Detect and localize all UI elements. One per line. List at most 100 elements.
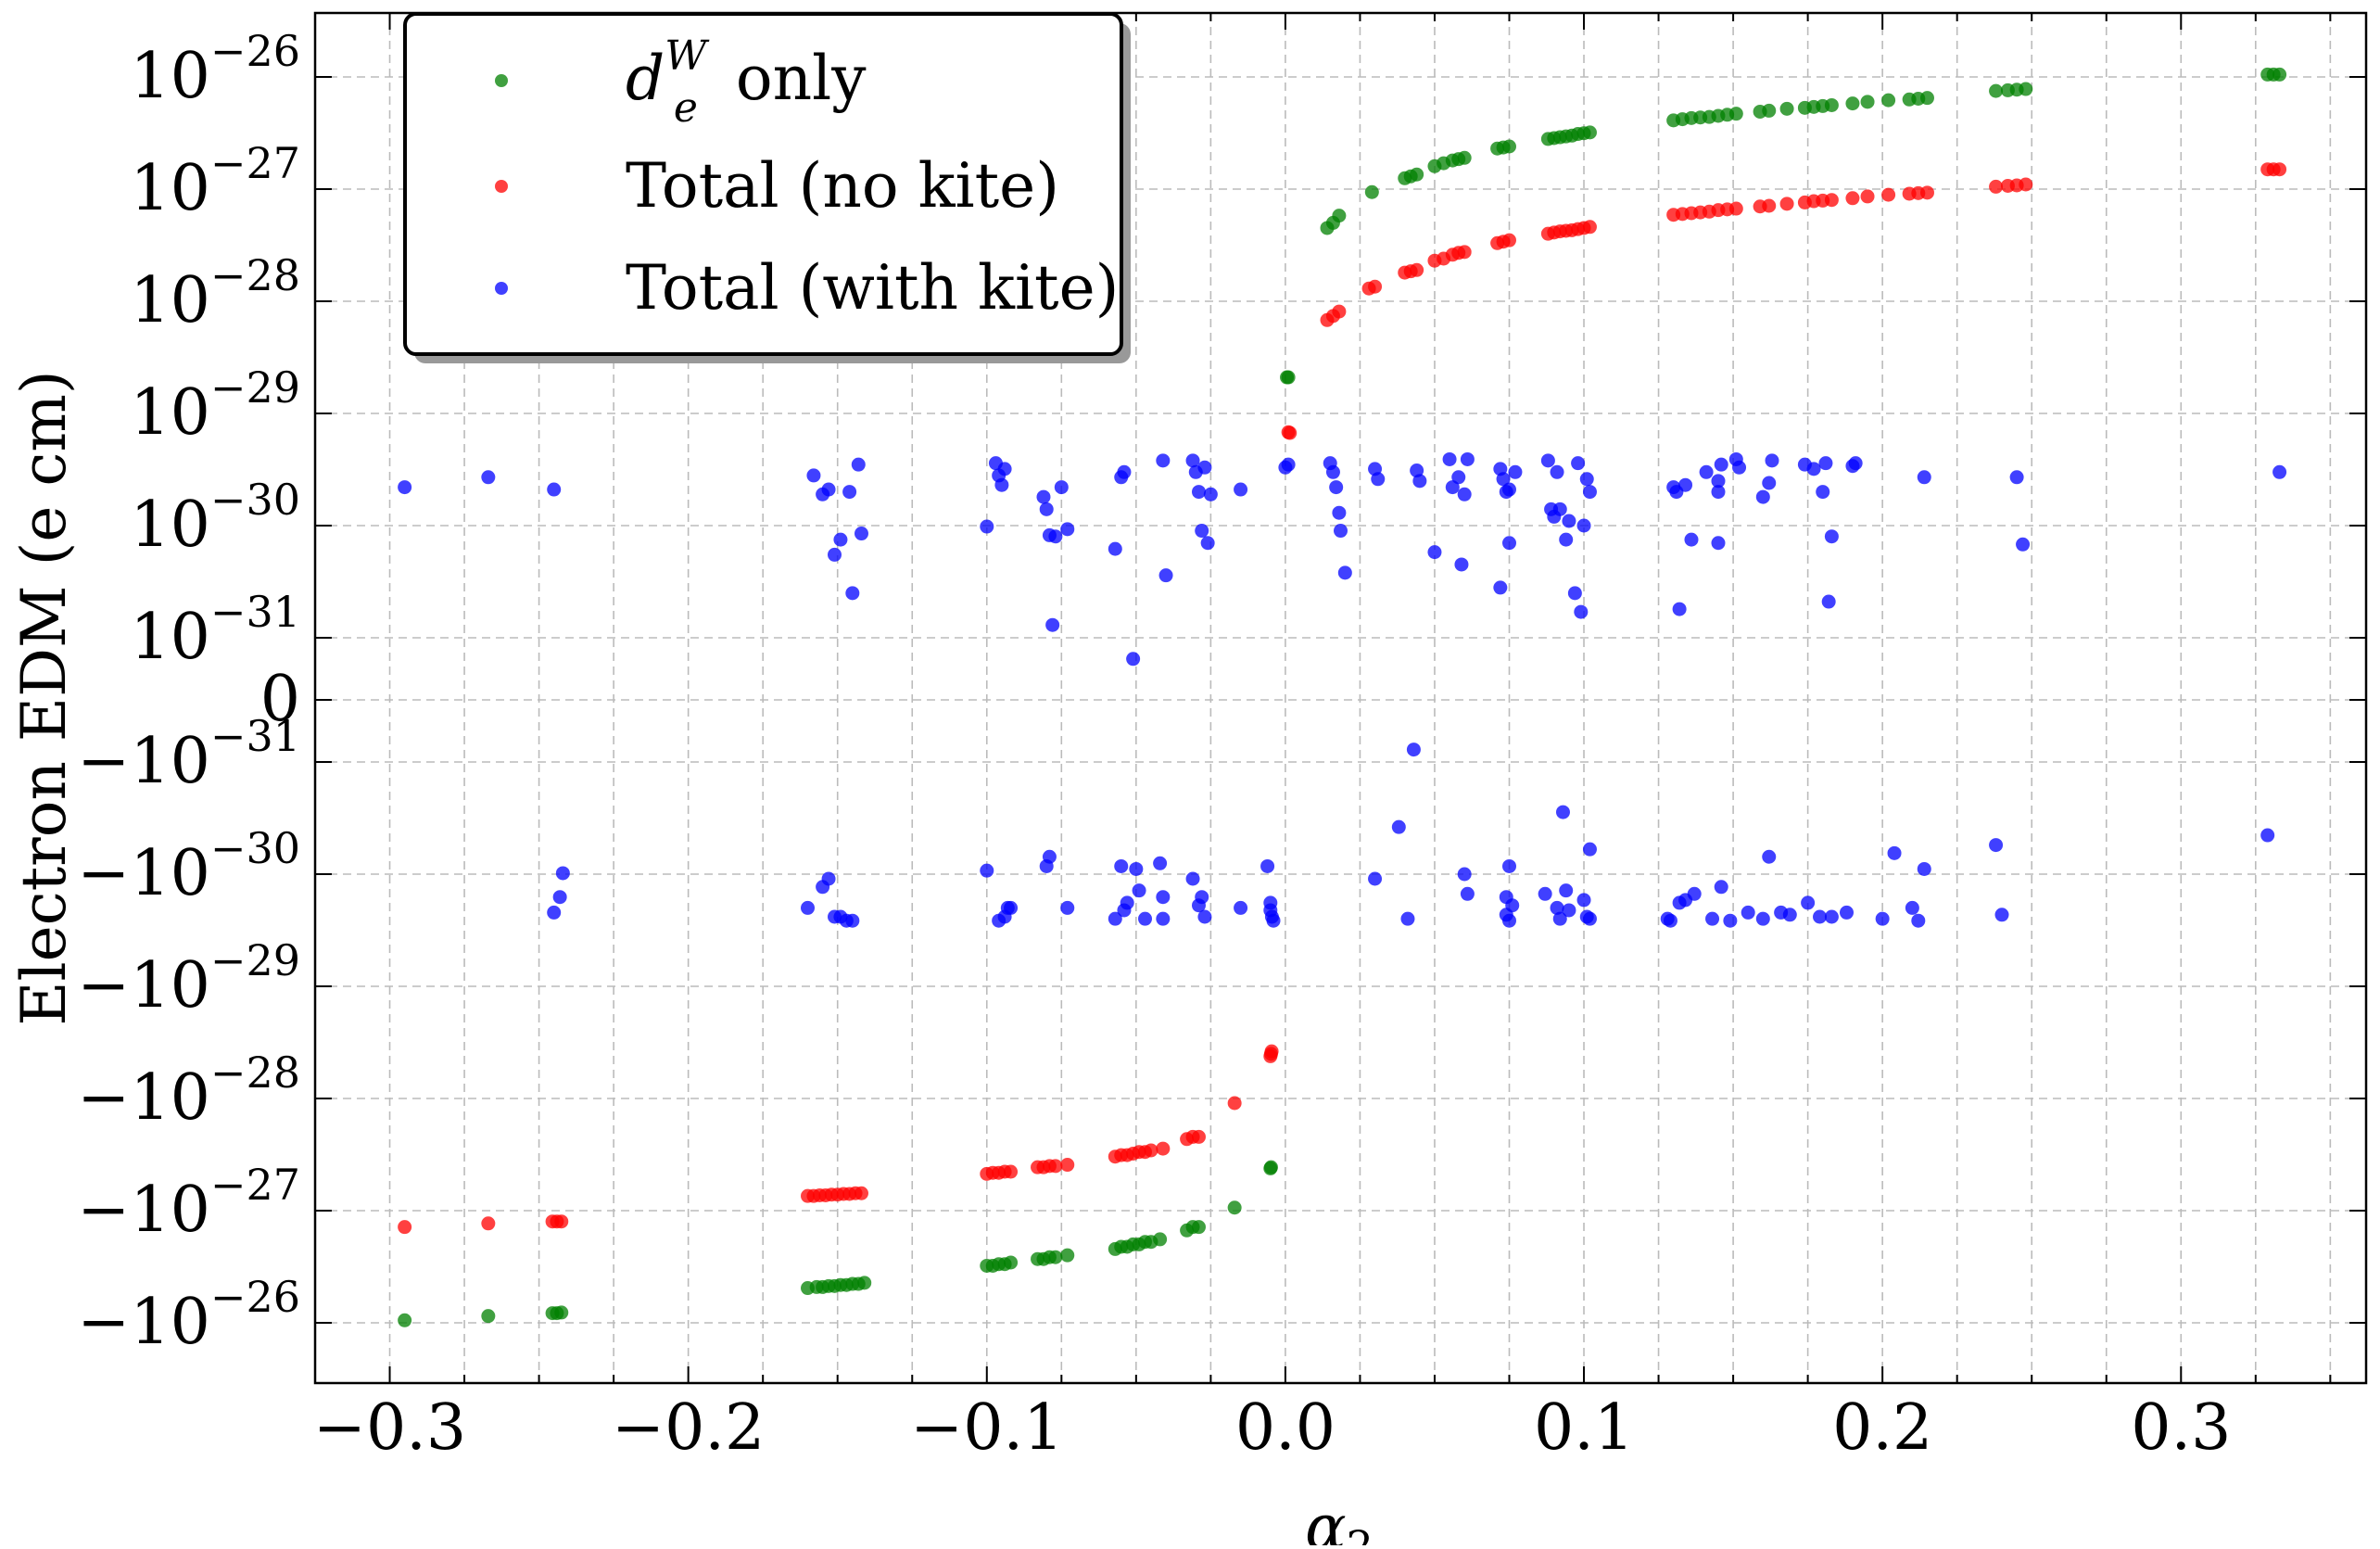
data-point-series-2 [1281, 457, 1296, 472]
data-point-series-1 [1060, 1158, 1075, 1173]
y-tick-label-exponent: −30 [210, 823, 300, 873]
data-point-series-2 [854, 527, 868, 541]
data-point-series-2 [1460, 451, 1475, 466]
data-point-series-2 [1502, 858, 1517, 873]
legend-marker-with-kite [495, 282, 508, 295]
data-point-series-2 [1699, 464, 1714, 479]
data-point-series-2 [1552, 502, 1567, 516]
data-point-series-1 [1410, 262, 1424, 277]
data-point-series-0 [1845, 96, 1860, 111]
data-point-series-2 [1571, 456, 1586, 471]
data-point-series-2 [1801, 895, 1816, 910]
data-point-series-2 [1045, 617, 1060, 632]
data-point-series-2 [1200, 536, 1215, 551]
x-axis-title-sub: 2 [1347, 1521, 1374, 1545]
data-point-series-1 [854, 1186, 868, 1200]
data-point-series-2 [1410, 463, 1424, 478]
data-point-series-2 [801, 900, 816, 915]
data-point-series-2 [1821, 594, 1836, 609]
y-tick-label-exponent: −28 [210, 1047, 300, 1098]
data-point-series-2 [1582, 911, 1597, 926]
data-point-series-2 [1442, 451, 1457, 466]
data-point-series-0 [1048, 1250, 1063, 1264]
legend-box [403, 12, 1123, 356]
data-point-series-2 [1406, 743, 1421, 757]
data-point-series-2 [1502, 482, 1517, 497]
data-point-series-2 [1158, 568, 1173, 583]
data-point-series-2 [1197, 909, 1212, 924]
data-point-series-2 [1368, 871, 1383, 886]
data-point-series-2 [1108, 911, 1122, 926]
data-point-series-2 [1806, 462, 1821, 476]
data-point-series-2 [1234, 900, 1248, 915]
data-point-series-2 [1039, 502, 1054, 516]
data-point-series-2 [1782, 908, 1797, 922]
data-point-series-2 [1711, 485, 1726, 500]
data-point-series-1 [1191, 1129, 1206, 1144]
data-point-series-2 [1138, 911, 1153, 926]
y-tick-label: 0 [260, 663, 300, 736]
data-points [398, 67, 2287, 1327]
data-point-series-2 [1457, 867, 1472, 882]
data-point-series-2 [1156, 453, 1171, 468]
data-point-series-2 [997, 462, 1012, 476]
data-point-series-0 [481, 1309, 496, 1324]
data-point-series-2 [845, 913, 860, 928]
data-point-series-2 [1705, 911, 1720, 926]
data-point-series-2 [1108, 541, 1122, 556]
y-tick-label-exponent: −26 [210, 1272, 300, 1322]
data-point-series-0 [1582, 125, 1597, 140]
data-point-series-2 [1582, 485, 1597, 500]
data-point-series-2 [1120, 895, 1134, 910]
data-point-series-2 [842, 485, 857, 500]
data-point-series-2 [1687, 886, 1702, 901]
y-tick-label-exponent: −27 [210, 1160, 300, 1210]
y-tick-label-exponent: −31 [210, 711, 300, 761]
data-point-series-1 [1457, 245, 1472, 260]
data-point-series-2 [1663, 913, 1677, 928]
data-point-series-2 [980, 863, 994, 878]
data-point-series-2 [1562, 903, 1576, 918]
data-point-series-2 [1550, 900, 1564, 915]
data-point-series-1 [1881, 187, 1896, 202]
data-point-series-1 [1156, 1141, 1171, 1156]
data-point-series-2 [2016, 537, 2031, 552]
data-point-series-1 [398, 1220, 412, 1235]
y-tick-label: 10−27 [130, 138, 300, 225]
data-point-series-2 [481, 470, 496, 485]
data-point-series-0 [1227, 1200, 1242, 1215]
data-point-series-1 [1368, 279, 1383, 294]
x-tick-label: 0.3 [2131, 1391, 2231, 1465]
y-tick-label-base: −10 [77, 949, 210, 1022]
legend-label-with-kite: Total (with kite) [626, 252, 1119, 324]
data-point-series-1 [1004, 1164, 1019, 1179]
data-point-series-2 [1540, 453, 1555, 468]
data-point-series-0 [1060, 1248, 1075, 1263]
data-point-series-2 [1195, 524, 1209, 539]
data-point-series-2 [1762, 476, 1777, 490]
data-point-series-0 [857, 1276, 872, 1290]
y-tick-label-exponent: −28 [210, 250, 300, 300]
tick-labels: −0.3 −0.2 −0.1 0.0 0.1 0.2 0.310−2610−2710−281… [77, 26, 2231, 1465]
y-tick-label-base: −10 [77, 725, 210, 798]
y-tick-label-exponent: −29 [210, 935, 300, 985]
data-point-series-2 [1185, 453, 1200, 468]
data-point-series-2 [1678, 477, 1693, 492]
data-point-series-2 [1567, 586, 1582, 601]
data-point-series-2 [398, 480, 412, 495]
data-point-series-1 [1264, 1044, 1279, 1059]
data-point-series-2 [547, 482, 562, 497]
data-point-series-2 [1824, 529, 1839, 544]
data-point-series-2 [1574, 604, 1589, 619]
data-point-series-2 [1711, 536, 1726, 551]
data-point-series-2 [1762, 849, 1777, 864]
data-point-series-0 [1919, 91, 1934, 106]
data-point-series-2 [1582, 842, 1597, 857]
data-point-series-2 [1723, 913, 1738, 928]
data-point-series-2 [1445, 480, 1460, 495]
data-point-series-0 [1881, 93, 1896, 108]
data-point-series-2 [1576, 518, 1591, 533]
data-point-series-2 [1454, 557, 1469, 572]
data-point-series-1 [1919, 185, 1934, 200]
